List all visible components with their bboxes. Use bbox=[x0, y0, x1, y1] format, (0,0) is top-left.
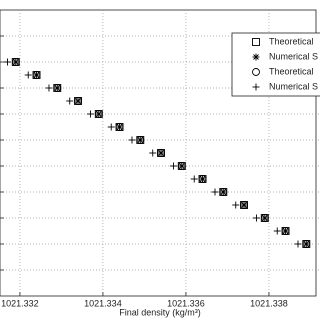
legend-label: Theoretical bbox=[269, 36, 314, 46]
marker-plus bbox=[294, 240, 302, 248]
marker-stroke bbox=[158, 150, 164, 156]
marker-star bbox=[282, 227, 290, 235]
marker-plus bbox=[252, 214, 260, 222]
marker-plus bbox=[3, 58, 11, 66]
marker-circle bbox=[281, 227, 290, 235]
legend-label: Theoretical bbox=[269, 66, 314, 76]
marker-plus bbox=[169, 162, 177, 170]
plot-frame bbox=[0, 9, 317, 297]
marker-shape bbox=[252, 68, 260, 76]
x-tick-label: 1021.338 bbox=[250, 298, 288, 308]
marker-shape bbox=[94, 110, 103, 118]
marker-stroke bbox=[75, 98, 81, 104]
marker-circle bbox=[177, 162, 186, 170]
marker-stroke bbox=[261, 215, 268, 221]
marker-star bbox=[74, 97, 82, 105]
marker-shape bbox=[136, 136, 145, 144]
marker-star bbox=[178, 162, 186, 170]
marker-circle bbox=[74, 97, 82, 105]
marker-circle bbox=[252, 68, 260, 76]
marker-circle bbox=[94, 110, 103, 118]
marker-stroke bbox=[220, 189, 227, 195]
marker-stroke bbox=[282, 228, 289, 234]
marker-stroke bbox=[12, 59, 19, 65]
marker-shape bbox=[74, 97, 82, 105]
marker-star bbox=[157, 149, 165, 157]
marker-star bbox=[261, 214, 269, 222]
marker-shape bbox=[302, 240, 311, 248]
marker-stroke bbox=[116, 124, 123, 130]
marker-plus bbox=[128, 136, 136, 144]
marker-star bbox=[33, 71, 41, 79]
marker-stroke bbox=[178, 163, 185, 169]
marker-star bbox=[12, 58, 20, 66]
marker-shape bbox=[198, 175, 207, 183]
marker-stroke bbox=[137, 137, 144, 143]
marker-shape bbox=[177, 162, 186, 170]
marker-star bbox=[53, 84, 61, 92]
marker-circle bbox=[219, 188, 228, 196]
x-tick-label: 1021.336 bbox=[167, 298, 205, 308]
marker-shape bbox=[53, 84, 62, 92]
marker-plus bbox=[232, 201, 240, 209]
marker-star bbox=[302, 240, 310, 248]
marker-circle bbox=[115, 123, 124, 131]
marker-circle bbox=[302, 240, 311, 248]
marker-star bbox=[199, 175, 207, 183]
marker-circle bbox=[32, 71, 41, 79]
marker-shape bbox=[115, 123, 124, 131]
marker-shape bbox=[281, 227, 290, 235]
marker-circle bbox=[136, 136, 145, 144]
marker-stroke bbox=[241, 202, 247, 208]
marker-circle bbox=[53, 84, 62, 92]
marker-square bbox=[252, 38, 260, 46]
marker-star bbox=[252, 53, 260, 61]
marker-plus bbox=[107, 123, 115, 131]
legend-label: Numerical S bbox=[269, 81, 318, 91]
marker-shape bbox=[219, 188, 228, 196]
marker-circle bbox=[11, 58, 20, 66]
x-tick-label: 1021.334 bbox=[84, 298, 122, 308]
marker-plus bbox=[45, 84, 53, 92]
marker-star bbox=[136, 136, 144, 144]
marker-circle bbox=[260, 214, 269, 222]
marker-circle bbox=[157, 149, 165, 157]
marker-shape bbox=[252, 38, 260, 46]
marker-plus bbox=[190, 175, 198, 183]
marker-shape bbox=[240, 201, 248, 209]
x-tick-label: 1021.332 bbox=[1, 298, 39, 308]
marker-plus bbox=[66, 97, 74, 105]
marker-shape bbox=[32, 71, 41, 79]
marker-circle bbox=[198, 175, 207, 183]
marker-circle bbox=[240, 201, 248, 209]
x-axis-label: Final density (kg/m³) bbox=[119, 307, 201, 317]
marker-stroke bbox=[33, 72, 40, 78]
marker-stroke bbox=[303, 241, 310, 247]
legend-box bbox=[231, 32, 320, 97]
marker-star bbox=[240, 201, 248, 209]
marker-stroke bbox=[253, 54, 259, 60]
legend-label: Numerical S bbox=[269, 51, 318, 61]
marker-plus bbox=[273, 227, 281, 235]
marker-star bbox=[116, 123, 124, 131]
marker-plus bbox=[24, 71, 32, 79]
marker-shape bbox=[11, 58, 20, 66]
marker-plus bbox=[211, 188, 219, 196]
marker-plus bbox=[86, 110, 94, 118]
marker-star bbox=[95, 110, 103, 118]
marker-stroke bbox=[199, 176, 206, 182]
marker-stroke bbox=[54, 85, 61, 91]
marker-star bbox=[219, 188, 227, 196]
marker-stroke bbox=[95, 111, 102, 117]
marker-plus bbox=[252, 83, 260, 91]
marker-shape bbox=[157, 149, 165, 157]
marker-plus bbox=[149, 149, 157, 157]
marker-shape bbox=[260, 214, 269, 222]
